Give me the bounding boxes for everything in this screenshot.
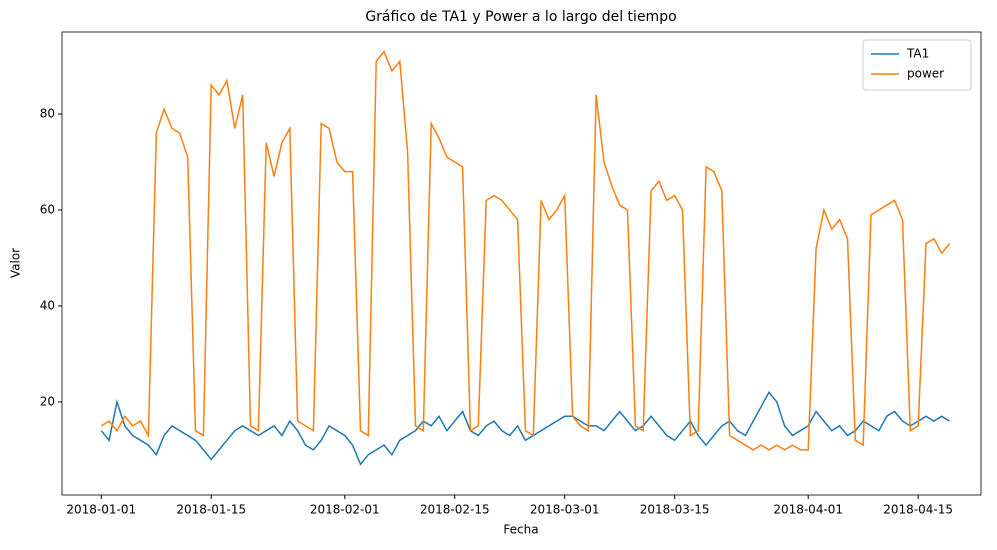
y-tick-label: 80 (40, 107, 55, 121)
legend: TA1 power (862, 39, 972, 91)
legend-label: power (907, 67, 944, 81)
x-axis-label: Fecha (503, 523, 538, 537)
series-line (100, 50, 951, 451)
x-tick-label: 2018-02-01 (310, 503, 380, 517)
y-axis-label: Valor (9, 248, 23, 278)
x-tick-label: 2018-01-01 (66, 503, 136, 517)
y-tick-label: 40 (40, 298, 55, 312)
x-tick-label: 2018-03-15 (640, 503, 710, 517)
x-tick-label: 2018-03-01 (530, 503, 600, 517)
x-tick-label: 2018-04-15 (883, 503, 953, 517)
x-tick-label: 2018-01-15 (176, 503, 246, 517)
series-line (100, 390, 950, 466)
chart-title: Gráfico de TA1 y Power a lo largo del ti… (365, 9, 676, 25)
x-tick-label: 2018-04-01 (773, 503, 843, 517)
y-tick-label: 20 (40, 394, 55, 408)
legend-label: TA1 (906, 47, 929, 61)
plot-frame (61, 31, 982, 496)
y-tick-label: 60 (40, 203, 55, 217)
x-tick-label: 2018-02-15 (420, 503, 490, 517)
legend-box (862, 39, 972, 91)
